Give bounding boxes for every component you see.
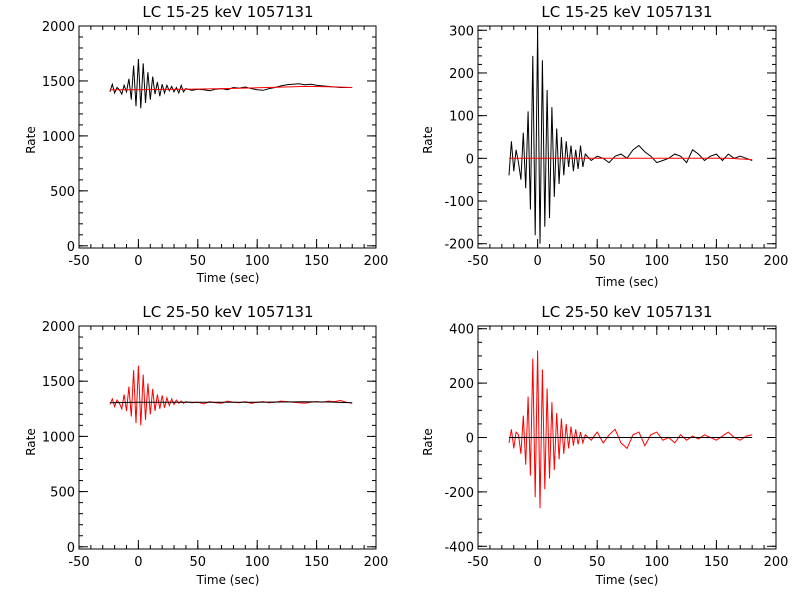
y-tick-label: 0 — [67, 541, 75, 556]
axes-frame — [477, 25, 777, 249]
x-axis-label: Time (sec) — [196, 271, 260, 285]
x-tick-label: 0 — [533, 254, 541, 269]
chart-title: LC 15-25 keV 1057131 — [142, 3, 313, 21]
series-line-2 — [109, 85, 353, 91]
x-tick-label: 100 — [245, 254, 270, 269]
x-tick-label: 0 — [533, 555, 541, 570]
x-tick-label: 50 — [589, 254, 606, 269]
x-tick-label: 100 — [245, 555, 270, 570]
x-tick-label: 200 — [364, 254, 389, 269]
y-axis-label: Rate — [24, 428, 38, 456]
y-axis-label: Rate — [24, 126, 38, 154]
y-tick-label: 400 — [449, 323, 474, 338]
y-tick-label: -200 — [444, 486, 474, 501]
x-tick-label: 100 — [644, 555, 669, 570]
x-axis-label: Time (sec) — [595, 275, 659, 289]
y-tick-label: 1500 — [42, 75, 75, 90]
x-tick-label: 150 — [304, 254, 329, 269]
y-tick-label: 1000 — [42, 430, 75, 445]
x-tick-label: 0 — [134, 254, 142, 269]
x-tick-label: -50 — [68, 555, 89, 570]
x-tick-label: 50 — [190, 254, 207, 269]
axes-frame — [78, 325, 377, 550]
x-tick-label: 50 — [589, 555, 606, 570]
series-line-1 — [508, 30, 753, 244]
y-tick-label: 2000 — [42, 320, 75, 335]
x-tick-label: -50 — [68, 254, 89, 269]
x-tick-label: 50 — [190, 555, 207, 570]
y-tick-label: 200 — [449, 67, 474, 82]
y-tick-label: 1000 — [42, 130, 75, 145]
y-tick-label: 500 — [50, 486, 75, 501]
y-tick-label: -100 — [444, 195, 474, 210]
x-tick-label: -50 — [467, 555, 488, 570]
chart-panel-4: LC 25-50 keV 1057131 Time (sec) Rate -50… — [421, 303, 788, 587]
series-line-1 — [508, 350, 753, 509]
y-tick-label: -200 — [444, 238, 474, 253]
chart-title: LC 25-50 keV 1057131 — [142, 303, 313, 321]
x-tick-label: 150 — [304, 555, 329, 570]
axes-frame — [78, 25, 377, 249]
y-tick-label: 300 — [449, 24, 474, 39]
y-tick-label: 500 — [50, 185, 75, 200]
chart-panel-3: LC 25-50 keV 1057131 Time (sec) Rate -50… — [24, 303, 388, 587]
x-axis-label: Time (sec) — [196, 573, 260, 587]
y-tick-label: 1500 — [42, 375, 75, 390]
y-tick-label: 0 — [466, 152, 474, 167]
x-tick-label: 200 — [764, 254, 789, 269]
y-tick-label: 100 — [449, 110, 474, 125]
series-line-2 — [509, 157, 753, 161]
chart-title: LC 25-50 keV 1057131 — [541, 303, 712, 321]
y-axis-label: Rate — [421, 428, 435, 456]
y-axis-label: Rate — [421, 126, 435, 154]
y-tick-label: 2000 — [42, 20, 75, 35]
x-tick-label: -50 — [467, 254, 488, 269]
y-tick-label: 0 — [67, 240, 75, 255]
y-tick-label: -400 — [444, 540, 474, 555]
series-line-1 — [109, 58, 353, 109]
chart-panel-1: LC 15-25 keV 1057131 Time (sec) Rate -50… — [24, 3, 388, 285]
plot-area: -50 0 50 100 150 200 -200 -100 0 100 200 300 — [444, 24, 788, 269]
series-line-2 — [109, 401, 353, 404]
x-tick-label: 0 — [134, 555, 142, 570]
chart-title: LC 15-25 keV 1057131 — [541, 3, 712, 21]
y-tick-label: 200 — [449, 377, 474, 392]
x-tick-label: 150 — [704, 254, 729, 269]
chart-panel-2: LC 15-25 keV 1057131 Time (sec) Rate -50… — [421, 3, 788, 289]
x-tick-label: 150 — [704, 555, 729, 570]
x-tick-label: 200 — [764, 555, 789, 570]
x-tick-label: 100 — [644, 254, 669, 269]
y-tick-label: 0 — [466, 432, 474, 447]
x-axis-label: Time (sec) — [595, 573, 659, 587]
plot-area: -50 0 50 100 150 200 -400 -200 0 200 400 — [444, 323, 788, 570]
x-tick-label: 200 — [364, 555, 389, 570]
